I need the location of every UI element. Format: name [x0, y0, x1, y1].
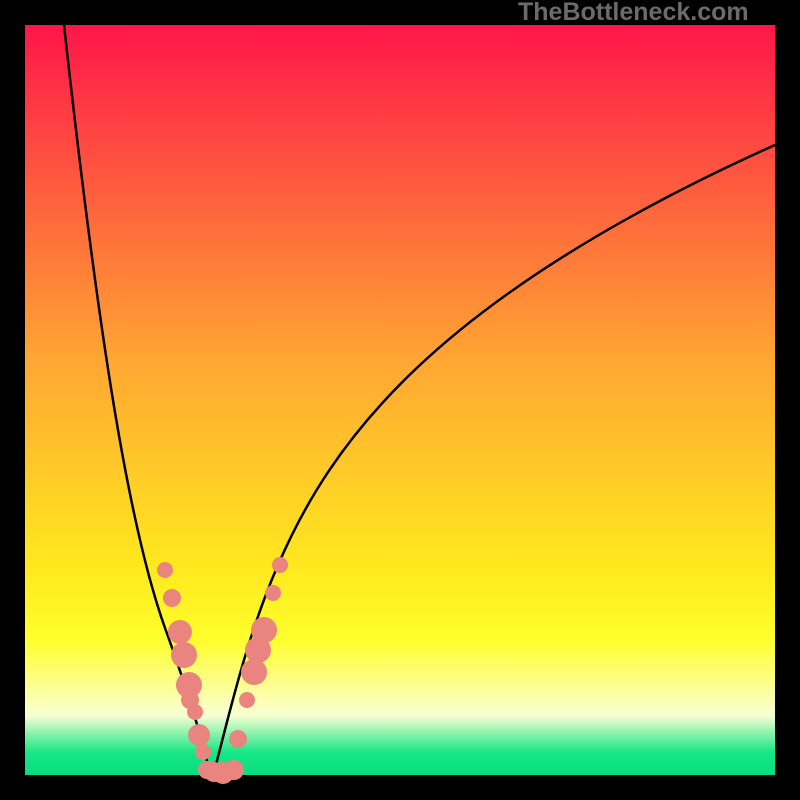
chart-container: TheBottleneck.com	[0, 0, 800, 800]
watermark-text: TheBottleneck.com	[518, 0, 749, 27]
border-left	[0, 0, 25, 800]
gradient-background	[25, 25, 775, 775]
border-right	[775, 0, 800, 800]
border-bottom	[0, 775, 800, 800]
